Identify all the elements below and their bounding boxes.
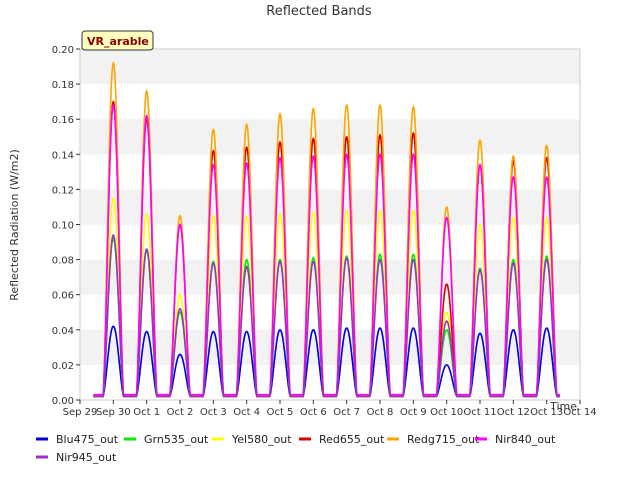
- y-tick-label: 0.14: [52, 150, 74, 161]
- x-tick-label: Oct 8: [367, 407, 394, 418]
- y-axis-ticks: 0.00 0.02 0.04 0.06 0.08 0.10 0.12 0.14 0.16 0.18…: [52, 45, 80, 407]
- x-tick-label: Oct 4: [233, 407, 260, 418]
- legend-label: Redg715_out: [407, 433, 480, 446]
- y-tick-label: 0.16: [52, 115, 74, 126]
- legend: Blu475_out Grn535_out Yel580_out Red655_out…: [36, 433, 556, 464]
- y-tick-label: 0.10: [52, 221, 74, 232]
- series-line-Nir840_out: [93, 103, 560, 396]
- x-tick-label: Oct 2: [167, 407, 194, 418]
- grid-band: [80, 189, 580, 225]
- x-tick-label: Oct 13: [530, 407, 563, 418]
- y-tick-label: 0.20: [52, 45, 74, 56]
- x-tick-label: Oct 11: [463, 407, 496, 418]
- y-tick-label: 0.00: [52, 396, 74, 407]
- x-tick-label: Oct 6: [300, 407, 327, 418]
- grid-band: [80, 294, 580, 330]
- x-tick-label: Oct 14: [563, 407, 596, 418]
- legend-label: Yel580_out: [231, 433, 292, 446]
- legend-label: Grn535_out: [144, 433, 209, 446]
- grid-band: [80, 84, 580, 120]
- y-tick-label: 0.18: [52, 80, 74, 91]
- y-tick-label: 0.04: [52, 326, 74, 337]
- y-tick-label: 0.12: [52, 185, 74, 196]
- x-tick-label: Oct 12: [497, 407, 530, 418]
- series-line-Nir945_out: [93, 233, 560, 398]
- site-annotation: VR_arable: [81, 30, 154, 51]
- grid-band: [80, 154, 580, 190]
- x-axis-label: Time: [549, 400, 577, 413]
- y-tick-label: 0.02: [52, 361, 74, 372]
- grid-band: [80, 49, 580, 85]
- x-tick-label: Sep 30: [96, 407, 131, 418]
- x-tick-label: Oct 10: [430, 407, 463, 418]
- grid-band: [80, 259, 580, 295]
- y-axis-label: Reflected Radiation (W/m2): [8, 149, 21, 301]
- x-tick-label: Oct 3: [200, 407, 227, 418]
- x-tick-label: Sep 29: [63, 407, 98, 418]
- grid-band: [80, 224, 580, 260]
- legend-label: Nir945_out: [56, 451, 117, 464]
- legend-label: Nir840_out: [495, 433, 556, 446]
- legend-label: Red655_out: [319, 433, 385, 446]
- y-tick-label: 0.08: [52, 256, 74, 267]
- series-layer: [93, 61, 560, 398]
- x-tick-label: Oct 1: [133, 407, 160, 418]
- grid-band: [80, 119, 580, 155]
- annotation-text: VR_arable: [87, 35, 149, 48]
- grid-bands: [80, 49, 580, 400]
- annotation-box: [81, 30, 154, 51]
- chart-title: Reflected Bands: [266, 4, 372, 19]
- x-tick-label: Oct 7: [333, 407, 360, 418]
- x-tick-label: Oct 9: [400, 407, 427, 418]
- x-tick-label: Oct 5: [267, 407, 294, 418]
- y-tick-label: 0.06: [52, 291, 74, 302]
- legend-label: Blu475_out: [56, 433, 119, 446]
- grid-band: [80, 329, 580, 365]
